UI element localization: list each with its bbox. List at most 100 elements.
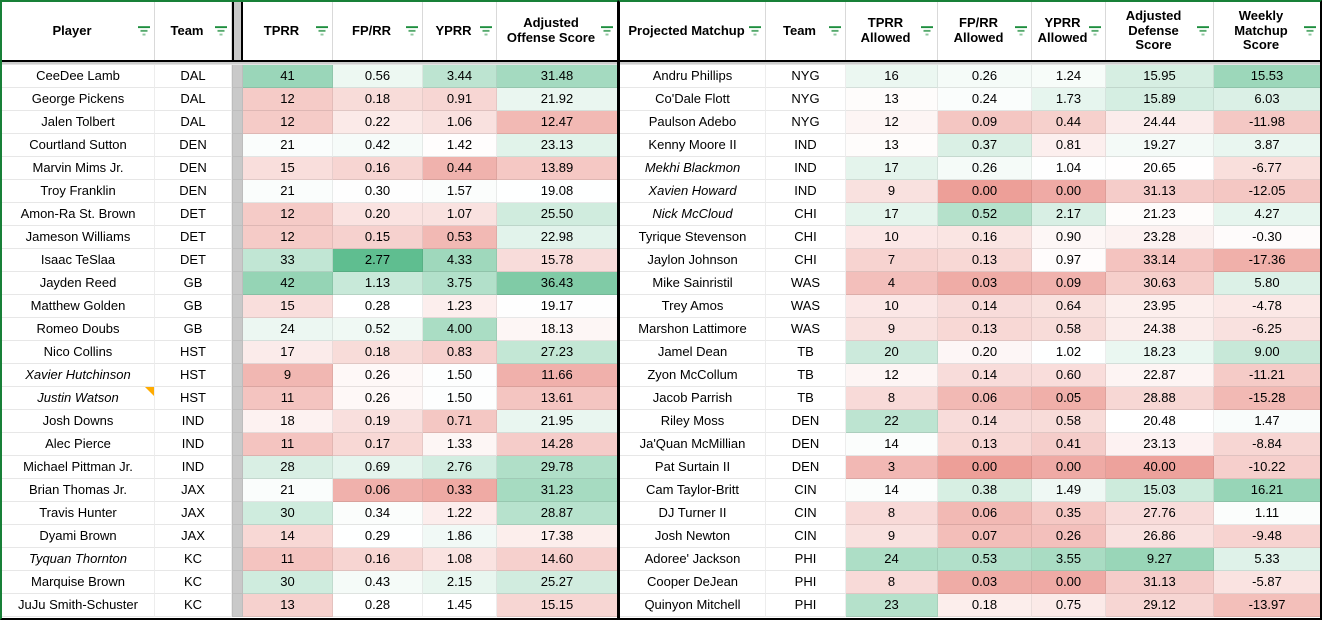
cell-fprr[interactable]: 0.28: [333, 594, 423, 617]
cell-team[interactable]: TB: [766, 364, 846, 387]
cell-yprr[interactable]: 0.71: [423, 410, 497, 433]
cell-fprr_allowed[interactable]: 0.24: [938, 88, 1032, 111]
cell-tprr[interactable]: 11: [243, 387, 333, 410]
cell-player[interactable]: Troy Franklin: [2, 180, 155, 203]
cell-fprr_allowed[interactable]: 0.16: [938, 226, 1032, 249]
cell-tprr_allowed[interactable]: 8: [846, 387, 938, 410]
cell-tprr_allowed[interactable]: 16: [846, 65, 938, 88]
cell-tprr[interactable]: 12: [243, 88, 333, 111]
cell-fprr[interactable]: 0.69: [333, 456, 423, 479]
cell-def_score[interactable]: 15.89: [1106, 88, 1214, 111]
cell-yprr_allowed[interactable]: 0.81: [1032, 134, 1106, 157]
cell-weekly_score[interactable]: 16.21: [1214, 479, 1320, 502]
cell-team[interactable]: PHI: [766, 548, 846, 571]
cell-team[interactable]: NYG: [766, 65, 846, 88]
cell-team[interactable]: HST: [155, 341, 232, 364]
cell-tprr[interactable]: 42: [243, 272, 333, 295]
cell-weekly_score[interactable]: 5.33: [1214, 548, 1320, 571]
cell-weekly_score[interactable]: 1.11: [1214, 502, 1320, 525]
cell-team[interactable]: JAX: [155, 479, 232, 502]
cell-fprr_allowed[interactable]: 0.37: [938, 134, 1032, 157]
cell-matchup[interactable]: DJ Turner II: [620, 502, 766, 525]
cell-score[interactable]: 28.87: [497, 502, 617, 525]
cell-yprr[interactable]: 1.07: [423, 203, 497, 226]
cell-team[interactable]: WAS: [766, 318, 846, 341]
cell-yprr_allowed[interactable]: 0.05: [1032, 387, 1106, 410]
cell-player[interactable]: Xavier Hutchinson: [2, 364, 155, 387]
cell-fprr[interactable]: 0.18: [333, 341, 423, 364]
cell-player[interactable]: Michael Pittman Jr.: [2, 456, 155, 479]
cell-score[interactable]: 25.50: [497, 203, 617, 226]
cell-fprr_allowed[interactable]: 0.26: [938, 65, 1032, 88]
cell-weekly_score[interactable]: 1.47: [1214, 410, 1320, 433]
cell-tprr_allowed[interactable]: 9: [846, 525, 938, 548]
cell-def_score[interactable]: 40.00: [1106, 456, 1214, 479]
cell-fprr_allowed[interactable]: 0.09: [938, 111, 1032, 134]
filter-icon[interactable]: [1014, 25, 1028, 37]
cell-fprr[interactable]: 0.26: [333, 387, 423, 410]
cell-score[interactable]: 13.89: [497, 157, 617, 180]
cell-player[interactable]: Marquise Brown: [2, 571, 155, 594]
cell-def_score[interactable]: 24.44: [1106, 111, 1214, 134]
cell-yprr[interactable]: 0.91: [423, 88, 497, 111]
cell-player[interactable]: Courtland Sutton: [2, 134, 155, 157]
filter-icon[interactable]: [1303, 25, 1317, 37]
cell-def_score[interactable]: 20.48: [1106, 410, 1214, 433]
cell-tprr[interactable]: 12: [243, 226, 333, 249]
cell-weekly_score[interactable]: -5.87: [1214, 571, 1320, 594]
cell-tprr_allowed[interactable]: 20: [846, 341, 938, 364]
cell-fprr_allowed[interactable]: 0.52: [938, 203, 1032, 226]
cell-score[interactable]: 13.61: [497, 387, 617, 410]
cell-score[interactable]: 23.13: [497, 134, 617, 157]
cell-fprr[interactable]: 0.29: [333, 525, 423, 548]
cell-fprr_allowed[interactable]: 0.00: [938, 180, 1032, 203]
cell-score[interactable]: 15.15: [497, 594, 617, 617]
cell-matchup[interactable]: Riley Moss: [620, 410, 766, 433]
cell-team[interactable]: CIN: [766, 479, 846, 502]
cell-def_score[interactable]: 19.27: [1106, 134, 1214, 157]
cell-fprr[interactable]: 0.28: [333, 295, 423, 318]
cell-tprr[interactable]: 11: [243, 548, 333, 571]
cell-tprr_allowed[interactable]: 12: [846, 111, 938, 134]
cell-def_score[interactable]: 18.23: [1106, 341, 1214, 364]
cell-score[interactable]: 25.27: [497, 571, 617, 594]
cell-team[interactable]: CHI: [766, 203, 846, 226]
cell-tprr_allowed[interactable]: 14: [846, 479, 938, 502]
cell-fprr[interactable]: 0.56: [333, 65, 423, 88]
cell-tprr_allowed[interactable]: 10: [846, 295, 938, 318]
cell-weekly_score[interactable]: -6.77: [1214, 157, 1320, 180]
cell-matchup[interactable]: Cooper DeJean: [620, 571, 766, 594]
cell-tprr[interactable]: 13: [243, 594, 333, 617]
column-header-fprr[interactable]: FP/RR: [333, 2, 423, 60]
cell-team[interactable]: DEN: [766, 410, 846, 433]
cell-team[interactable]: DAL: [155, 65, 232, 88]
cell-player[interactable]: Jameson Williams: [2, 226, 155, 249]
cell-def_score[interactable]: 29.12: [1106, 594, 1214, 617]
cell-matchup[interactable]: Zyon McCollum: [620, 364, 766, 387]
cell-weekly_score[interactable]: 3.87: [1214, 134, 1320, 157]
cell-tprr[interactable]: 33: [243, 249, 333, 272]
cell-player[interactable]: George Pickens: [2, 88, 155, 111]
column-header-weekly_score[interactable]: Weekly Matchup Score: [1214, 2, 1320, 60]
cell-tprr[interactable]: 11: [243, 433, 333, 456]
cell-yprr_allowed[interactable]: 2.17: [1032, 203, 1106, 226]
cell-weekly_score[interactable]: 15.53: [1214, 65, 1320, 88]
cell-team[interactable]: KC: [155, 594, 232, 617]
cell-yprr_allowed[interactable]: 1.04: [1032, 157, 1106, 180]
cell-player[interactable]: Jayden Reed: [2, 272, 155, 295]
cell-weekly_score[interactable]: -4.78: [1214, 295, 1320, 318]
cell-tprr[interactable]: 12: [243, 203, 333, 226]
cell-team[interactable]: CHI: [766, 249, 846, 272]
cell-fprr[interactable]: 0.22: [333, 111, 423, 134]
cell-def_score[interactable]: 33.14: [1106, 249, 1214, 272]
cell-fprr[interactable]: 0.52: [333, 318, 423, 341]
cell-fprr_allowed[interactable]: 0.20: [938, 341, 1032, 364]
cell-yprr_allowed[interactable]: 0.58: [1032, 410, 1106, 433]
cell-matchup[interactable]: Jaylon Johnson: [620, 249, 766, 272]
cell-fprr[interactable]: 0.06: [333, 479, 423, 502]
cell-yprr_allowed[interactable]: 0.26: [1032, 525, 1106, 548]
cell-team[interactable]: TB: [766, 387, 846, 410]
cell-yprr[interactable]: 1.23: [423, 295, 497, 318]
cell-yprr[interactable]: 0.53: [423, 226, 497, 249]
cell-team[interactable]: DEN: [155, 157, 232, 180]
